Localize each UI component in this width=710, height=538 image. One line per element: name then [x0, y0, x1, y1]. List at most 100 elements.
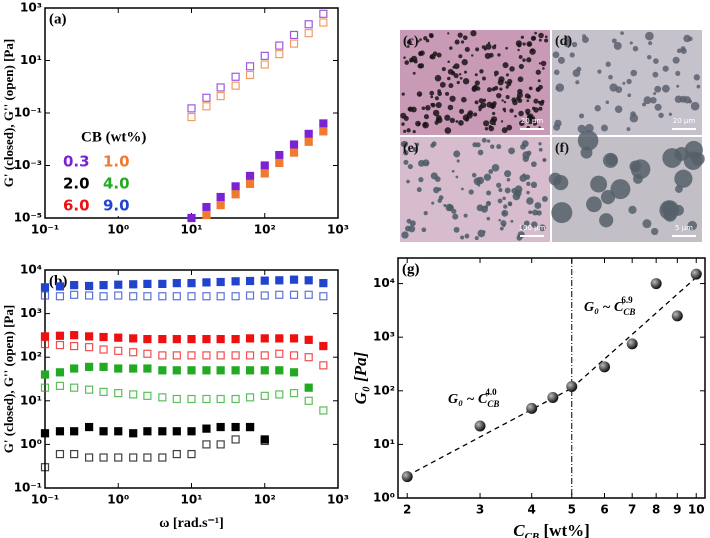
marker-open	[40, 339, 50, 349]
particle	[520, 143, 526, 150]
particle	[432, 109, 440, 117]
particle	[507, 201, 513, 206]
particle	[534, 202, 542, 209]
particle	[529, 210, 533, 214]
marker-open	[187, 351, 196, 360]
particle	[615, 86, 623, 94]
marker-closed	[304, 276, 313, 285]
marker-open	[216, 394, 225, 404]
marker-closed	[172, 279, 181, 288]
marker-open	[304, 353, 313, 362]
particle	[691, 152, 705, 166]
particle	[526, 197, 534, 205]
particle	[457, 32, 463, 38]
particle	[470, 30, 477, 37]
particle	[530, 48, 534, 52]
marker-open	[129, 292, 138, 301]
marker-open	[304, 396, 313, 405]
particle	[505, 46, 509, 50]
particle	[538, 106, 543, 111]
particle	[485, 43, 492, 50]
particle	[435, 101, 442, 109]
particle	[412, 147, 418, 152]
particle	[542, 158, 547, 162]
marker-closed	[260, 169, 269, 178]
particle	[540, 60, 547, 67]
marker-open	[85, 343, 94, 352]
particle	[459, 108, 465, 114]
marker-closed	[129, 429, 138, 438]
marker-closed	[216, 422, 225, 432]
particle	[509, 108, 514, 113]
particle	[488, 125, 495, 132]
particle	[533, 107, 539, 113]
marker-open	[40, 291, 50, 300]
particle	[461, 59, 468, 66]
x-axis-label-sub: CB	[525, 531, 540, 538]
particle	[535, 87, 541, 92]
marker-open	[172, 394, 181, 404]
marker-closed	[202, 366, 211, 375]
x-axis-label: CCB [wt%]	[513, 521, 590, 538]
particle	[569, 52, 575, 58]
data-point	[401, 471, 413, 483]
particle	[654, 103, 662, 111]
particle	[605, 61, 611, 67]
annotation: G₀ ~ CCB 4.0	[448, 387, 499, 409]
x-tick-label: 10²	[254, 223, 276, 237]
particle	[599, 213, 614, 228]
marker-closed	[231, 366, 240, 375]
particle	[503, 110, 507, 113]
y-tick-label: 10⁰	[373, 491, 395, 505]
particle	[555, 86, 559, 90]
particle	[614, 105, 623, 114]
marker-closed	[158, 279, 167, 288]
panel-label: (g)	[402, 261, 420, 277]
annotation: G₀ ~ CCB 6.9	[584, 295, 635, 317]
particle	[447, 60, 450, 63]
marker-open	[231, 351, 240, 360]
marker-open	[172, 449, 181, 459]
particle	[401, 231, 409, 239]
marker-open	[187, 292, 196, 301]
particle	[473, 112, 478, 117]
particle	[653, 92, 657, 96]
particle	[538, 38, 542, 42]
data-point	[690, 268, 702, 280]
marker-closed	[216, 366, 225, 375]
particle	[491, 87, 496, 92]
particle	[445, 91, 450, 96]
particle	[527, 113, 534, 120]
particle	[572, 69, 581, 77]
micrograph-label: (e)	[403, 141, 419, 156]
y-tick-label: 10¹	[20, 393, 42, 407]
particle	[514, 114, 517, 118]
marker-open	[289, 30, 299, 40]
particle	[690, 101, 700, 111]
marker-open	[55, 292, 65, 301]
particle	[504, 170, 512, 178]
particle	[605, 153, 618, 166]
micrograph-label: (c)	[403, 34, 419, 49]
marker-closed	[143, 364, 152, 373]
fit-line	[406, 387, 573, 477]
legend-entry: 2.0	[63, 175, 90, 193]
particle	[538, 147, 543, 152]
particle	[477, 229, 486, 238]
marker-closed	[55, 427, 65, 436]
marker-open	[231, 292, 240, 301]
particle	[483, 47, 487, 51]
particle	[444, 127, 452, 134]
marker-closed	[231, 422, 240, 432]
marker-closed	[202, 210, 211, 220]
particle	[483, 173, 492, 181]
particle	[651, 227, 659, 236]
marker-closed	[202, 278, 211, 287]
particle	[696, 84, 701, 89]
x-tick-label: 10⁻¹	[31, 493, 59, 507]
particle	[418, 177, 424, 183]
marker-open	[99, 292, 108, 301]
particle	[484, 127, 489, 131]
particle	[672, 56, 680, 64]
particle	[500, 120, 504, 123]
